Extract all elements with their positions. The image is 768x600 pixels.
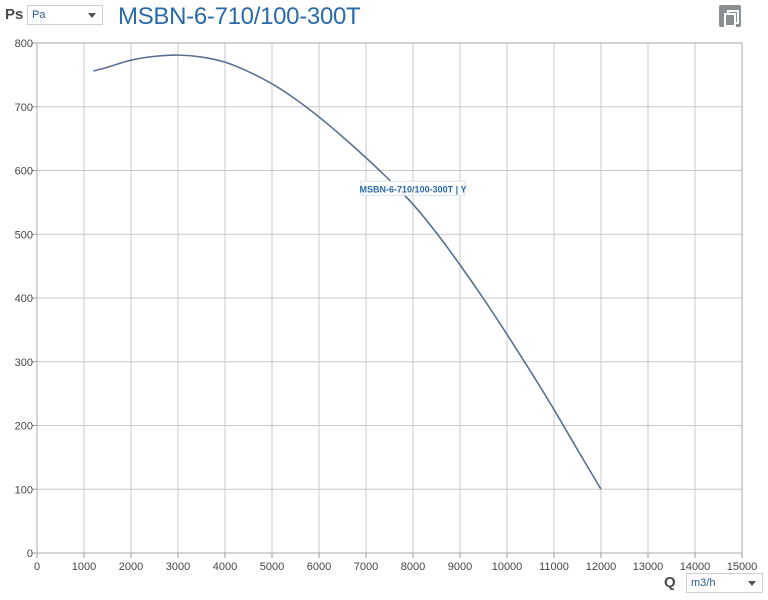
x-tick-label: 7000 <box>354 561 378 573</box>
chevron-down-icon <box>88 13 96 18</box>
y-tick-label: 400 <box>15 293 33 305</box>
x-tick-label: 0 <box>34 561 40 573</box>
y-tick-label: 0 <box>27 548 33 560</box>
y-tick-label: 300 <box>15 357 33 369</box>
x-tick-label: 11000 <box>539 561 569 573</box>
x-tick-label: 12000 <box>586 561 617 573</box>
copy-button[interactable] <box>719 5 741 27</box>
y-axis-symbol: Ps <box>5 6 24 23</box>
x-tick-label: 6000 <box>307 561 331 573</box>
chart-title: MSBN-6-710/100-300T <box>118 3 361 30</box>
x-tick-label: 2000 <box>119 561 143 573</box>
series-line <box>93 54 602 490</box>
y-tick-label: 700 <box>15 102 33 114</box>
plot-frame <box>36 42 743 554</box>
x-tick-label: 15000 <box>727 561 758 573</box>
x-tick-label: 10000 <box>492 561 523 573</box>
x-tick-label: 14000 <box>680 561 711 573</box>
x-tick-label: 4000 <box>213 561 237 573</box>
copy-icon-front <box>724 13 736 27</box>
flow-unit-select[interactable]: m3/h <box>686 573 763 593</box>
x-tick-label: 8000 <box>401 561 425 573</box>
y-tick-label: 800 <box>15 38 33 50</box>
y-tick-label: 200 <box>15 421 33 433</box>
y-tick-label: 100 <box>15 484 33 496</box>
x-tick-label: 13000 <box>633 561 664 573</box>
y-tick-label: 600 <box>15 166 33 178</box>
pressure-unit-value: Pa <box>32 9 46 21</box>
flow-unit-value: m3/h <box>691 577 716 589</box>
pressure-unit-select[interactable]: Pa <box>27 5 103 25</box>
chevron-down-icon <box>748 581 756 586</box>
x-tick-label: 9000 <box>448 561 472 573</box>
x-tick-label: 5000 <box>260 561 284 573</box>
series-label: MSBN-6-710/100-300T | Y <box>360 184 467 194</box>
series-label-box <box>360 180 466 196</box>
x-tick-label: 1000 <box>72 561 96 573</box>
x-axis-symbol: Q <box>664 574 676 591</box>
y-tick-label: 500 <box>15 229 33 241</box>
x-tick-label: 3000 <box>166 561 190 573</box>
